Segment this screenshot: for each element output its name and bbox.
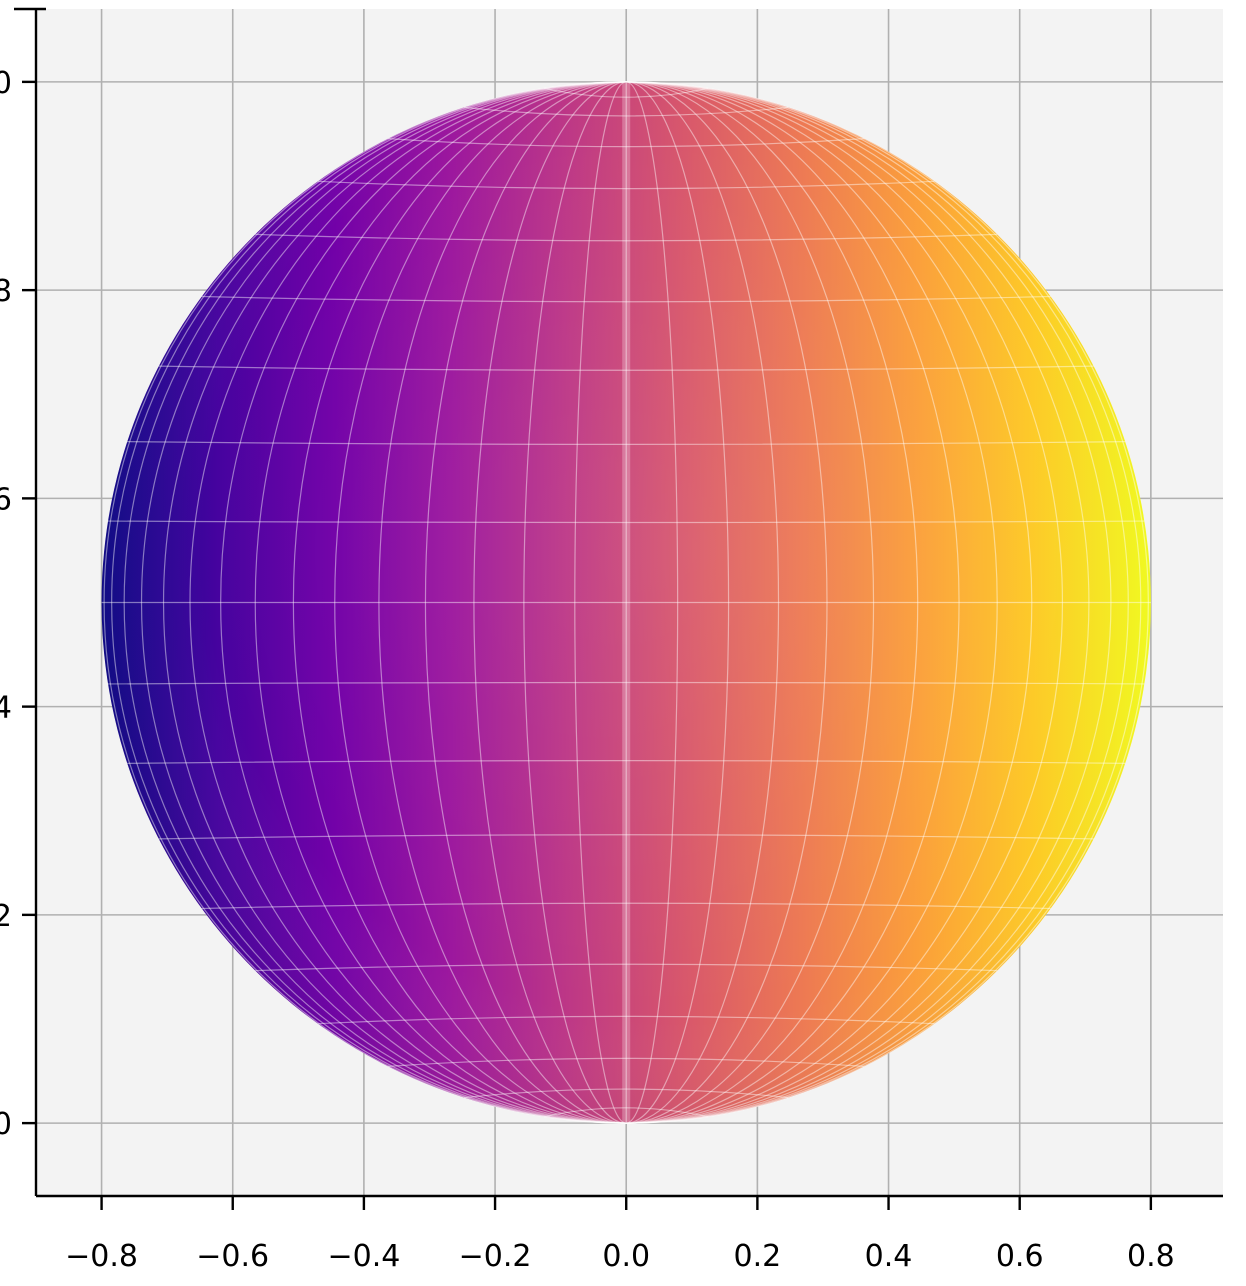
mesh-parallel xyxy=(255,963,998,972)
mesh-parallel xyxy=(201,902,1051,910)
mesh-parallel xyxy=(127,759,1126,764)
mesh-meridian xyxy=(523,81,627,1124)
x-tick-label: 0.8 xyxy=(1127,1239,1175,1274)
mesh-parallel xyxy=(158,365,1094,371)
mesh-parallel xyxy=(464,106,789,117)
y-tick-label: 6 xyxy=(0,482,12,517)
y-tick-label: 2 xyxy=(0,899,12,934)
y-tick-label: 0 xyxy=(0,1107,12,1142)
mesh-parallel xyxy=(108,520,1145,524)
mesh-parallel xyxy=(317,180,935,190)
mesh-meridian xyxy=(473,81,627,1124)
mesh-meridian xyxy=(626,81,679,1124)
mesh-parallel xyxy=(108,681,1145,685)
y-tick-label: 0 xyxy=(0,66,12,101)
x-tick-label: −0.8 xyxy=(65,1239,138,1274)
mesh-parallel xyxy=(464,1088,789,1099)
surface-mesh xyxy=(101,81,1151,1124)
mesh-parallel xyxy=(201,295,1051,303)
x-tick-label: −0.4 xyxy=(327,1239,400,1274)
x-tick-label: −0.2 xyxy=(459,1239,532,1274)
x-tick-label: 0.6 xyxy=(996,1239,1044,1274)
y-tick-label: 4 xyxy=(0,691,12,726)
mesh-parallel xyxy=(544,87,709,98)
mesh-parallel xyxy=(387,1057,865,1067)
mesh-meridian xyxy=(574,81,627,1124)
axes: −0.8 −0.6 −0.4 −0.2 0.0 0.2 0.4 0.6 0.8 0 2 4 6 8 0 xyxy=(0,7,1223,1274)
x-tick-label: 0.4 xyxy=(865,1239,913,1274)
x-tick-label: 0.2 xyxy=(734,1239,782,1274)
mesh-parallel xyxy=(387,138,865,148)
mesh-meridian xyxy=(425,81,627,1124)
mesh-meridian xyxy=(626,81,729,1124)
mesh-parallel xyxy=(317,1015,935,1025)
x-tick-label: −0.6 xyxy=(196,1239,269,1274)
mesh-parallel xyxy=(544,1107,709,1118)
y-tick-label: 8 xyxy=(0,274,12,309)
mesh-parallel xyxy=(255,233,998,242)
surface xyxy=(101,81,1151,1124)
mesh-meridian xyxy=(626,81,828,1124)
surface-shading xyxy=(101,81,1151,1124)
x-tick-label: 0.0 xyxy=(602,1239,650,1274)
mesh-parallel xyxy=(158,834,1094,840)
mesh-parallel xyxy=(127,441,1126,446)
mesh-meridian xyxy=(626,81,779,1124)
